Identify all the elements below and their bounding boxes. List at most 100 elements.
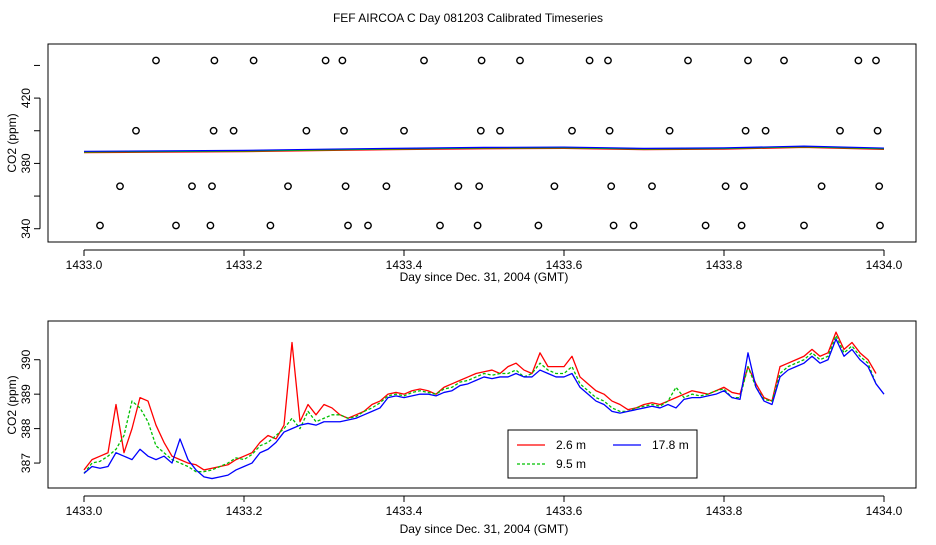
flag-point-7: [208, 182, 216, 191]
flag-point-12: [266, 221, 275, 230]
x-tick-label-top-1433-0: 1433.0: [66, 258, 103, 272]
y-tick-label-bottom-388: 388: [19, 418, 33, 438]
x-tick-label-top-1433-6: 1433.6: [546, 258, 583, 272]
y-tick-label-bottom-389: 389: [19, 384, 33, 404]
flag-point-38: [607, 182, 616, 191]
flag-point-9: [210, 56, 219, 65]
panel-co2-by-height: 1433.0 1433.2 1433.4 1433.6 1433.8 1434.0 387 3…: [5, 320, 917, 536]
flag-point-45: [721, 182, 730, 191]
flag-point-59: [876, 221, 884, 230]
flag-point-11: [249, 56, 258, 65]
flag-point-6: [206, 221, 215, 230]
flag-point-52: [800, 221, 808, 230]
flag-point-10: [229, 126, 238, 135]
axes-top: 1433.0 1433.2 1433.4 1433.6 1433.8 1434.0 340 3…: [19, 64, 903, 272]
flag-point-43: [684, 56, 692, 65]
flag-point-56: [872, 56, 880, 65]
baseline-line-1: [83, 146, 885, 153]
flag-point-42: [665, 126, 674, 135]
plot-frame-bottom: [47, 320, 917, 489]
y-tick-label-bottom-390: 390: [19, 349, 33, 369]
flag-point-13: [284, 182, 292, 191]
flag-point-35: [585, 56, 594, 65]
baseline-line-0: [83, 146, 885, 154]
legend-box: [507, 429, 698, 479]
flag-point-47: [740, 182, 748, 191]
flag-point-4: [172, 221, 180, 230]
flag-point-28: [476, 126, 485, 135]
legend-label-9-5m: 9.5 m: [556, 457, 586, 471]
flag-point-58: [875, 182, 884, 191]
y-tick-label-top-340: 340: [19, 218, 33, 238]
flag-point-36: [604, 56, 612, 65]
flag-point-34: [568, 126, 576, 135]
flag-point-2: [132, 126, 140, 135]
flag-point-21: [382, 182, 391, 191]
flag-point-16: [338, 56, 347, 65]
flag-point-49: [744, 56, 752, 65]
flag-point-48: [741, 126, 750, 135]
flag-point-23: [420, 56, 428, 65]
chart-title: FEF AIRCOA C Day 081203 Calibrated Times…: [333, 11, 603, 25]
x-tick-label-top-1433-8: 1433.8: [706, 258, 743, 272]
series-line-17-8-m: [83, 338, 885, 480]
flag-point-30: [496, 126, 504, 135]
flag-point-22: [400, 126, 408, 135]
legend-label-17-8m: 17.8 m: [652, 438, 689, 452]
baseline-line-2: [83, 145, 885, 152]
y-tick-label-top-420: 420: [19, 88, 33, 108]
flag-point-57: [873, 126, 882, 135]
x-tick-label-top-1433-4: 1433.4: [386, 258, 423, 272]
flag-point-55: [854, 56, 863, 65]
y-axis-label-top: CO2 (ppm): [5, 113, 19, 172]
x-tick-label-bottom-1433-8: 1433.8: [706, 504, 743, 518]
flag-point-33: [550, 182, 559, 191]
axes-bottom: 1433.0 1433.2 1433.4 1433.6 1433.8 1434.0 387 3…: [19, 349, 903, 518]
flag-point-19: [344, 221, 352, 230]
series-line-9-5-m: [83, 334, 877, 474]
x-axis-label-top: Day since Dec. 31, 2004 (GMT): [400, 270, 569, 284]
legend-label-2-6m: 2.6 m: [556, 438, 586, 452]
flag-point-53: [817, 182, 826, 191]
flag-point-14: [302, 126, 311, 135]
y-tick-label-top-380: 380: [19, 153, 33, 173]
plot-frame-top: [47, 43, 917, 243]
panel-flagged-timeseries: 1433.0 1433.2 1433.4 1433.6 1433.8 1434.0 340 3…: [5, 43, 917, 284]
flag-point-39: [609, 221, 618, 230]
x-tick-label-bottom-1433-2: 1433.2: [226, 504, 263, 518]
y-axis-label-bottom: CO2 (ppm): [5, 375, 19, 434]
flag-point-40: [629, 221, 638, 230]
series-lines-top: [83, 145, 885, 154]
flag-points-top: [96, 56, 884, 230]
legend: 2.6 m 9.5 m 17.8 m: [507, 429, 698, 479]
x-axis-label-bottom: Day since Dec. 31, 2004 (GMT): [400, 522, 569, 536]
flag-point-20: [364, 221, 372, 230]
flag-point-3: [152, 56, 160, 65]
flag-point-25: [454, 182, 463, 191]
x-tick-label-top-1433-2: 1433.2: [226, 258, 263, 272]
flag-point-17: [340, 126, 348, 135]
flag-point-37: [605, 126, 614, 135]
series-lines-bottom: [83, 331, 885, 480]
x-tick-label-bottom-1433-0: 1433.0: [66, 504, 103, 518]
flag-point-18: [341, 182, 350, 191]
flag-point-27: [475, 182, 484, 191]
flag-point-8: [209, 126, 218, 135]
flag-point-32: [534, 221, 543, 230]
flag-point-1: [116, 182, 124, 191]
flag-point-44: [701, 221, 710, 230]
x-tick-label-bottom-1434-0: 1434.0: [866, 504, 903, 518]
x-tick-label-bottom-1433-4: 1433.4: [386, 504, 423, 518]
flag-point-29: [477, 56, 486, 65]
flag-point-54: [836, 126, 844, 135]
flag-point-15: [321, 56, 330, 65]
flag-point-46: [737, 221, 746, 230]
flag-point-50: [761, 126, 770, 135]
flag-point-26: [473, 221, 482, 230]
flag-point-51: [780, 56, 788, 65]
flag-point-24: [436, 221, 444, 230]
flag-point-5: [188, 182, 196, 191]
flag-point-0: [96, 221, 104, 230]
